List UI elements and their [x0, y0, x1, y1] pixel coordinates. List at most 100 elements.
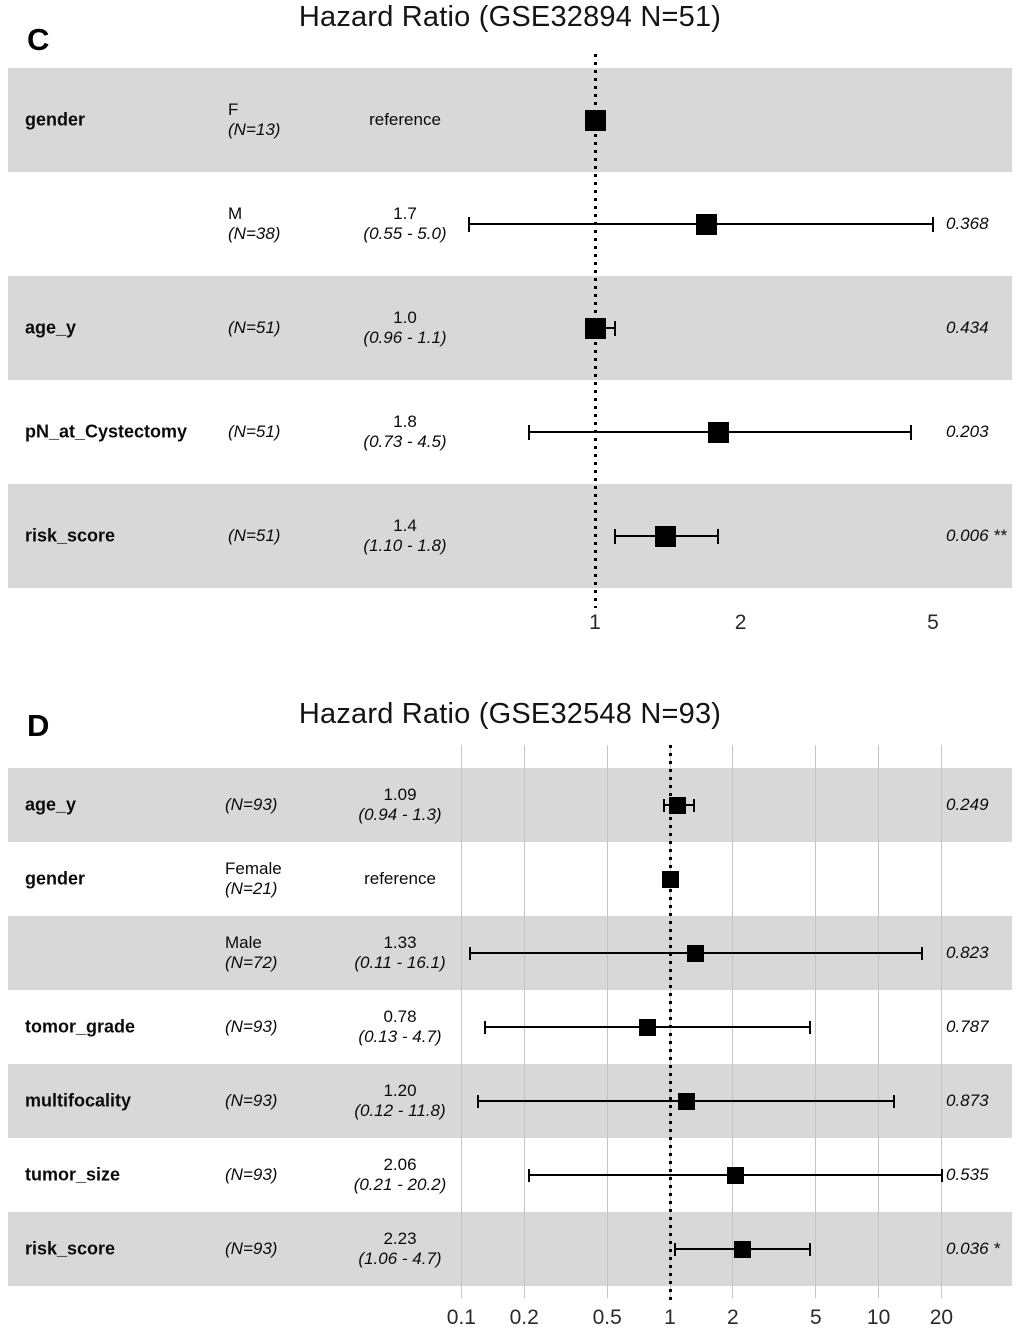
ci-cap-low [468, 216, 471, 232]
ci-cap-high [809, 1020, 812, 1034]
x-axis-tick-label: 20 [929, 1306, 954, 1329]
level-n-label: (N=51) [228, 526, 281, 545]
variable-label: gender [25, 109, 86, 130]
hr-marker [669, 796, 687, 814]
level-n-label: (N=72) [225, 953, 278, 972]
level-cell: (N=51) [228, 422, 280, 442]
hr-marker [638, 1018, 656, 1036]
reference-line [668, 745, 672, 1300]
hr-marker [661, 870, 679, 888]
estimate-cell: 1.33 (0.11 - 16.1) [354, 933, 445, 973]
level-n-label: (N=21) [225, 879, 278, 898]
p-value-label: 0.787 [946, 1017, 989, 1036]
x-axis-tick-label: 2 [726, 1306, 739, 1329]
p-value-label: 0.823 [946, 943, 989, 962]
row-stripe [8, 484, 1012, 588]
level-group-label: Male [225, 933, 262, 952]
variable-label: tumor_size [25, 1164, 121, 1185]
ci-cap-low [674, 1242, 677, 1256]
level-n-label: (N=93) [225, 1091, 278, 1110]
estimate-cell: 1.7 (0.55 - 5.0) [363, 204, 446, 244]
estimate-cell: 2.23 (1.06 - 4.7) [358, 1229, 441, 1269]
estimate-cell: 1.4 (1.10 - 1.8) [363, 516, 446, 556]
hr-marker [726, 1166, 744, 1184]
panel-c-title: Hazard Ratio (GSE32894 N=51) [298, 1, 722, 33]
estimate-ci-label: (0.21 - 20.2) [353, 1175, 447, 1194]
level-cell: (N=51) [228, 318, 280, 338]
level-group-label: M [228, 204, 243, 223]
ci-cap-high [941, 1168, 944, 1182]
variable-label: risk_score [25, 525, 116, 546]
level-cell: M (N=38) [228, 204, 280, 244]
estimate-cell: 1.20 (0.12 - 11.8) [354, 1081, 445, 1121]
x-axis-tick-label: 0.2 [509, 1306, 539, 1329]
ci-cap-high [920, 946, 923, 960]
x-axis-tick-label: 0.1 [446, 1306, 476, 1329]
x-gridline [940, 745, 942, 1298]
level-cell: Male (N=72) [225, 933, 277, 973]
x-axis-tick-label: 0.5 [592, 1306, 622, 1329]
x-gridline [815, 745, 817, 1298]
hr-marker [655, 525, 677, 547]
estimate-ci-label: (0.55 - 5.0) [363, 224, 447, 243]
row-stripe [8, 768, 1012, 842]
row-stripe [8, 68, 1012, 172]
ci-cap-high [809, 1242, 812, 1256]
p-value-label: 0.036 * [946, 1239, 1000, 1258]
variable-label: age_y [25, 317, 77, 338]
estimate-ci-label: (0.12 - 11.8) [354, 1101, 446, 1120]
estimate-ci-label: (1.06 - 4.7) [358, 1249, 442, 1268]
p-value-label: 0.368 [946, 214, 989, 233]
estimate-value-label: reference [364, 869, 436, 888]
estimate-ci-label: (0.73 - 4.5) [363, 432, 447, 451]
ci-cap-low [476, 1094, 479, 1108]
ci-cap-low [469, 946, 472, 960]
estimate-cell: 1.8 (0.73 - 4.5) [363, 412, 446, 452]
hr-marker [584, 317, 606, 339]
variable-label: gender [25, 868, 86, 889]
level-cell: (N=93) [225, 1165, 277, 1185]
estimate-ci-label: (1.10 - 1.8) [363, 536, 447, 555]
estimate-value-label: 0.78 [383, 1007, 417, 1026]
level-n-label: (N=51) [228, 318, 281, 337]
x-axis-tick-label: 1 [664, 1306, 676, 1329]
ci-cap-low [663, 798, 666, 812]
p-value-label: 0.006 ** [946, 526, 1007, 545]
hr-marker [695, 213, 717, 235]
variable-label: tomor_grade [25, 1016, 136, 1037]
estimate-cell: 0.78 (0.13 - 4.7) [358, 1007, 441, 1047]
estimate-cell: reference [369, 110, 441, 130]
estimate-value-label: 1.33 [383, 933, 417, 952]
estimate-ci-label: (0.94 - 1.3) [358, 805, 442, 824]
x-gridline [460, 745, 462, 1298]
level-cell: (N=93) [225, 1239, 277, 1259]
variable-label: multifocality [25, 1090, 132, 1111]
hr-marker [707, 421, 729, 443]
level-n-label: (N=93) [225, 1239, 278, 1258]
x-gridline [606, 745, 608, 1298]
ci-cap-low [614, 528, 616, 544]
estimate-cell: reference [364, 869, 436, 889]
level-group-label: F [228, 100, 239, 119]
ci-cap-high [692, 798, 695, 812]
estimate-value-label: 1.09 [383, 785, 417, 804]
panel-d-title: Hazard Ratio (GSE32548 N=93) [298, 698, 722, 730]
row-stripe [8, 1212, 1012, 1286]
estimate-value-label: reference [369, 110, 441, 129]
level-cell: Female (N=21) [225, 859, 282, 899]
ci-cap-high [909, 424, 912, 440]
estimate-cell: 1.09 (0.94 - 1.3) [358, 785, 441, 825]
ci-cap-low [527, 424, 530, 440]
p-value-label: 0.535 [946, 1165, 989, 1184]
estimate-cell: 2.06 (0.21 - 20.2) [354, 1155, 447, 1195]
estimate-value-label: 1.4 [393, 516, 417, 535]
panel-c-label: C [27, 22, 50, 57]
ci-cap-low [484, 1020, 487, 1034]
x-gridline [732, 745, 734, 1298]
hr-marker [734, 1240, 752, 1258]
estimate-value-label: 2.06 [383, 1155, 417, 1174]
hr-marker [678, 1092, 696, 1110]
ci-cap-high [931, 216, 934, 232]
